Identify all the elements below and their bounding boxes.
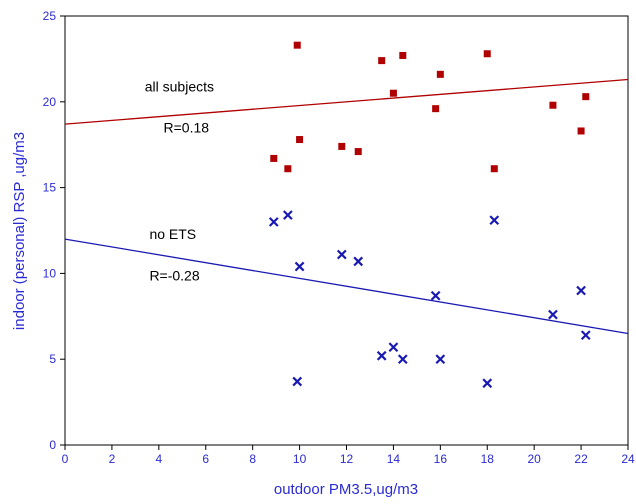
annotation-label: all subjects: [145, 79, 214, 95]
data-point-x: [430, 290, 441, 301]
data-point-x: [336, 249, 347, 260]
data-point-square: [354, 148, 362, 156]
data-point-x: [268, 217, 279, 227]
data-point-x: [576, 285, 586, 296]
x-tick-label: 20: [527, 452, 541, 466]
x-tick-label: 24: [621, 452, 635, 466]
data-point-square: [490, 165, 498, 173]
data-point-x: [548, 309, 558, 320]
x-tick-label: 2: [109, 452, 116, 466]
data-point-x: [376, 350, 387, 361]
data-point-square: [483, 50, 491, 58]
x-tick-label: 18: [481, 452, 495, 466]
y-tick-label: 0: [49, 438, 56, 452]
data-point-square: [582, 93, 590, 101]
x-tick-label: 6: [202, 452, 209, 466]
data-point-square: [432, 105, 440, 113]
x-tick-label: 14: [387, 452, 401, 466]
data-point-square: [577, 127, 585, 135]
data-point-x: [489, 215, 500, 226]
y-tick-label: 10: [43, 266, 57, 280]
annotation-label: R=0.18: [164, 120, 210, 136]
x-tick-label: 4: [155, 452, 162, 466]
x-tick-label: 12: [340, 452, 354, 466]
y-tick-label: 20: [43, 95, 57, 109]
annotation-label: no ETS: [149, 226, 196, 242]
data-point-square: [293, 41, 301, 49]
data-point-square: [549, 101, 557, 109]
data-point-x: [388, 342, 399, 353]
regression-line: [64, 78, 629, 125]
x-axis-title: outdoor PM3.5,ug/m3: [274, 481, 418, 498]
data-point-x: [397, 354, 408, 365]
data-point-square: [338, 142, 346, 150]
y-tick-label: 15: [43, 181, 57, 195]
x-tick-label: 10: [293, 452, 307, 466]
x-tick-label: 16: [434, 452, 448, 466]
data-point-square: [284, 165, 292, 173]
annotation-label: R=-0.28: [149, 267, 199, 283]
regression-line: [64, 238, 629, 335]
data-point-x: [435, 354, 446, 365]
x-tick-label: 0: [62, 452, 69, 466]
y-tick-label: 25: [43, 9, 57, 23]
data-point-x: [353, 256, 364, 267]
data-point-square: [296, 136, 304, 144]
data-point-x: [580, 330, 591, 341]
data-point-x: [294, 261, 305, 272]
data-point-square: [436, 70, 444, 78]
data-point-square: [389, 89, 397, 97]
x-tick-label: 8: [249, 452, 256, 466]
y-tick-label: 5: [49, 352, 56, 366]
data-point-x: [482, 378, 493, 389]
data-point-square: [378, 57, 386, 65]
data-point-x: [292, 376, 303, 387]
data-point-square: [270, 154, 278, 162]
x-tick-label: 22: [574, 452, 588, 466]
data-point-x: [282, 210, 293, 220]
y-axis-title: indoor (personal) RSP ,ug/m3: [11, 132, 28, 330]
data-point-square: [399, 51, 407, 59]
